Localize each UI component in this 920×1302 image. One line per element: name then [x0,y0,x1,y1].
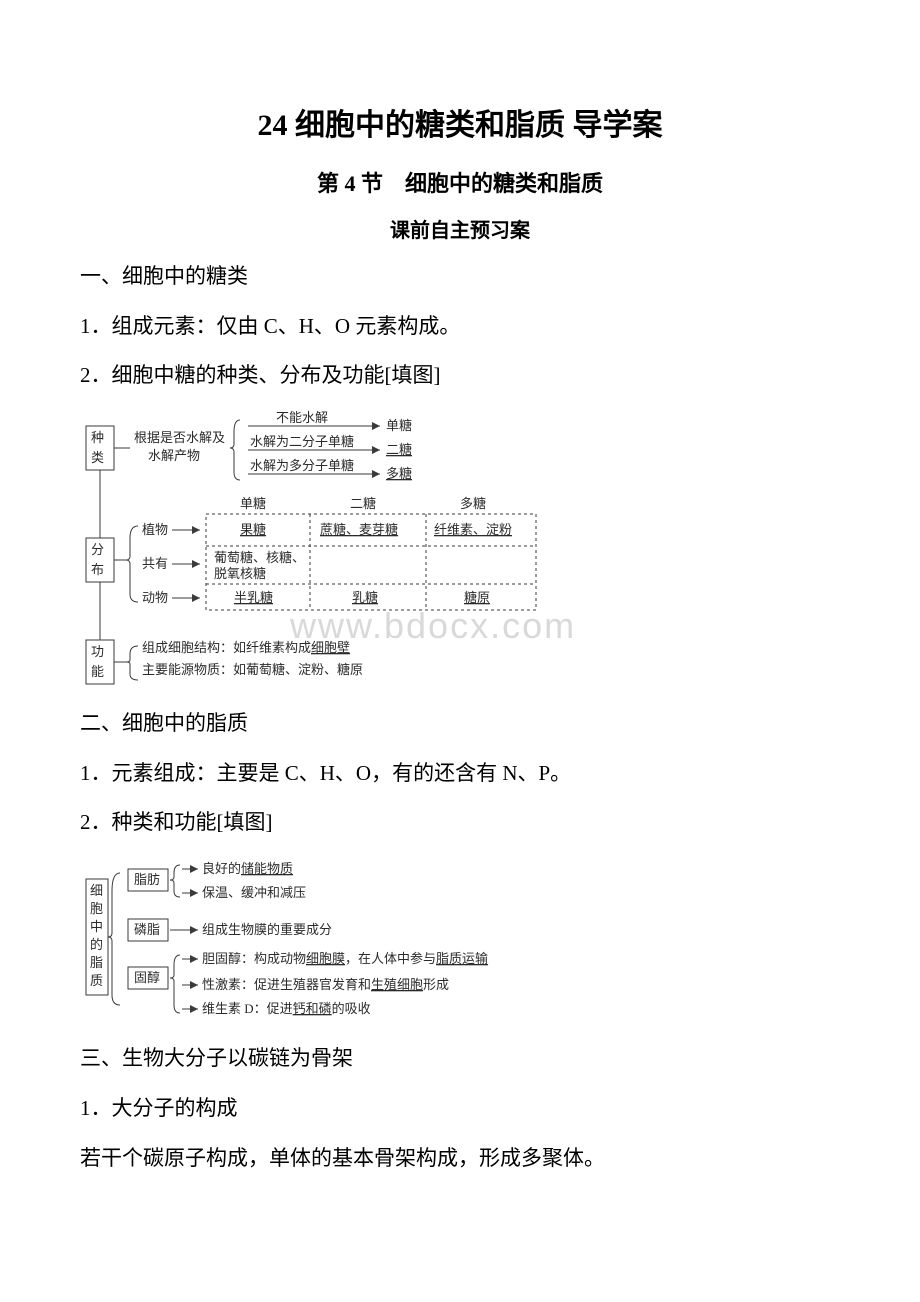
svg-text:质: 质 [90,973,103,988]
d1-to2: 水解为二分子单糖 [250,434,354,449]
d1-f2: 主要能源物质：如葡萄糖、淀粉、糖原 [142,662,363,677]
d1-col-di: 二糖 [350,496,376,511]
d1-animal: 动物 [142,590,168,605]
d2-phos: 磷脂 [134,922,160,937]
sugar-diagram: 种 类 分 布 功 能 根据是否水解及 水解产物 不能水解 [80,408,840,688]
d1-poly-a: 多糖 [386,466,412,481]
d1-kind-1: 种 [91,430,104,445]
d2-st1: 胆固醇：构成动物细胞膜，在人体中参与脂质运输 [202,951,488,966]
d1-di-a: 二糖 [386,442,412,457]
d1-kind-2: 类 [91,450,104,465]
section3-line1: 1．大分子的构成 [80,1091,840,1127]
section1-line1: 1．组成元素：仅由 C、H、O 元素构成。 [80,309,840,345]
section2-line1: 1．元素组成：主要是 C、H、O，有的还含有 N、P。 [80,756,840,792]
d1-lactose: 乳糖 [352,590,378,605]
svg-text:胞: 胞 [90,901,103,916]
d1-func-1: 功 [91,644,104,659]
section3-line2: 若干个碳原子构成，单体的基本骨架构成，形成多聚体。 [80,1141,840,1177]
d2-st2: 性激素：促进生殖器官发育和生殖细胞形成 [202,977,449,992]
d1-func-2: 能 [91,664,104,679]
doc-title: 24 细胞中的糖类和脂质 导学案 [80,100,840,144]
svg-text:中: 中 [90,919,103,934]
lipid-diagram: 细 胞 中 的 脂 质 脂肪 良好的储能物质 保温、缓冲和减压 [80,855,840,1023]
section3-heading: 三、生物大分子以碳链为骨架 [80,1041,840,1077]
section2-line2: 2．种类和功能[填图] [80,805,840,841]
section2-heading: 二、细胞中的脂质 [80,706,840,742]
d2-sterol: 固醇 [134,970,160,985]
d2-fat2: 保温、缓冲和减压 [202,885,306,900]
d1-toN: 水解为多分子单糖 [250,458,354,473]
d1-deoxy: 脱氧核糖 [214,566,266,581]
d2-st3: 维生素 D：促进钙和磷的吸收 [202,1001,371,1016]
d1-f1: 组成细胞结构：如纤维素构成细胞壁 [142,640,350,655]
document-content: 24 细胞中的糖类和脂质 导学案 第 4 节 细胞中的糖类和脂质 课前自主预习案… [80,100,840,1176]
d1-galac: 半乳糖 [234,590,273,605]
doc-pretitle: 课前自主预习案 [80,214,840,243]
d1-glurib: 葡萄糖、核糖、 [214,550,305,565]
d1-dist-2: 布 [91,562,104,577]
section1-line2: 2．细胞中糖的种类、分布及功能[填图] [80,358,840,394]
section1-heading: 一、细胞中的糖类 [80,259,840,295]
svg-text:细: 细 [90,883,103,898]
d1-cellstarch: 纤维素、淀粉 [434,522,512,537]
doc-subtitle: 第 4 节 细胞中的糖类和脂质 [80,166,840,198]
svg-text:的: 的 [90,937,103,952]
d1-plant: 植物 [142,522,168,537]
svg-text:脂: 脂 [90,955,103,970]
d1-basis2: 水解产物 [148,448,200,463]
d1-glyco: 糖原 [464,590,490,605]
d1-sucmal: 蔗糖、麦芽糖 [320,522,398,537]
d1-basis1: 根据是否水解及 [134,430,225,445]
d2-phos1: 组成生物膜的重要成分 [202,922,332,937]
d1-nohydro: 不能水解 [276,410,328,425]
d1-dist-1: 分 [91,542,104,557]
d1-fructose: 果糖 [240,522,266,537]
d1-mono-a: 单糖 [386,418,412,433]
d1-common: 共有 [142,556,168,571]
d2-fat: 脂肪 [134,872,160,887]
d1-col-poly: 多糖 [460,496,486,511]
d1-col-mono: 单糖 [240,496,266,511]
d2-fat1: 良好的储能物质 [202,861,293,876]
